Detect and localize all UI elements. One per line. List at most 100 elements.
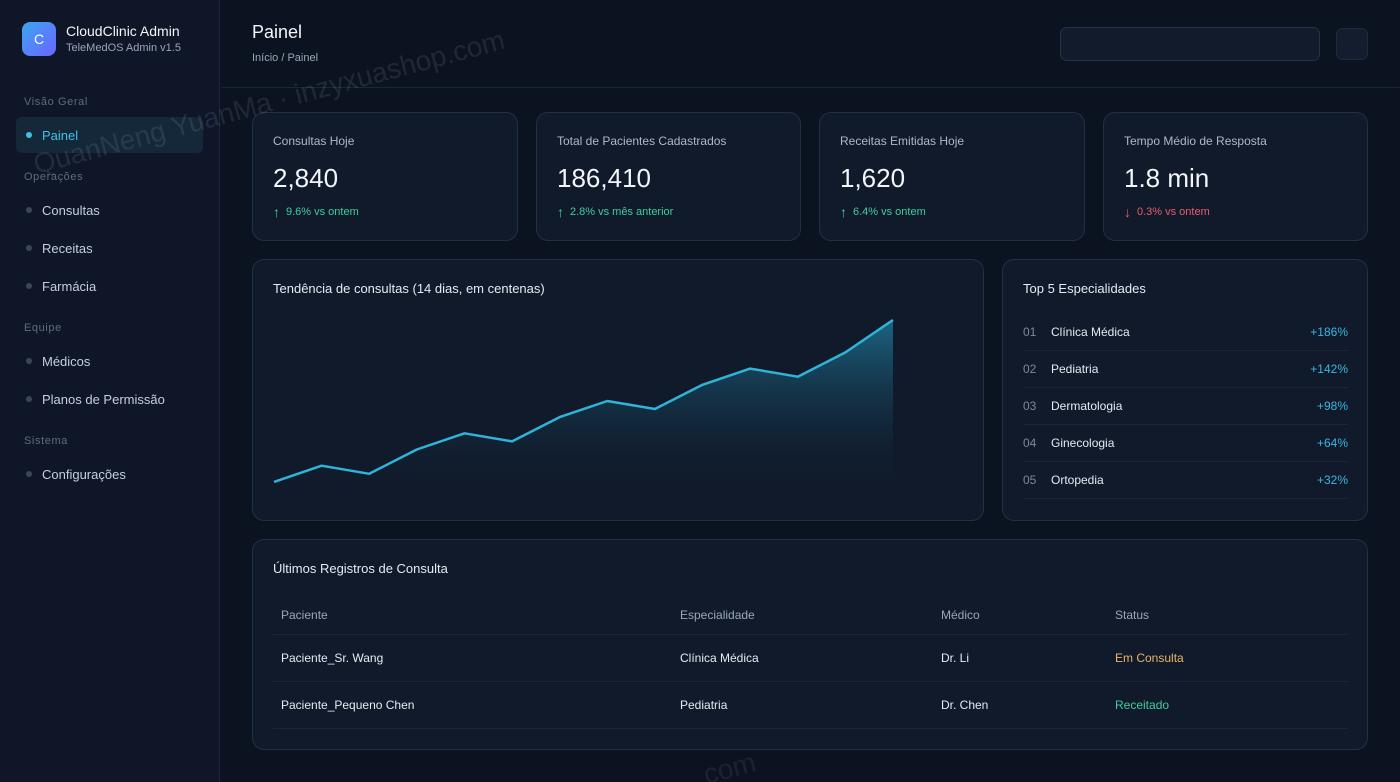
specialty-growth: +142% [1310,362,1348,376]
cell-patient: Paciente_Pequeno Chen [281,698,415,712]
sidebar-item-label: Planos de Permissão [42,391,165,407]
stat-card-consultas-hoje: Consultas Hoje 2,840 ↑ 9.6% vs ontem [252,112,518,241]
watermark-bottom: com [700,746,760,782]
cell-specialty: Pediatria [680,698,728,712]
stat-delta: ↓ 0.3% vs ontem [1124,204,1210,220]
specialty-row[interactable]: 04 Ginecologia +64% [1023,425,1348,462]
nav-section-equipe: Equipe [24,322,62,334]
cell-specialty: Clínica Médica [680,651,759,665]
stat-value: 2,840 [273,163,339,193]
brand-logo: C [22,22,56,56]
stat-delta: ↑ 6.4% vs ontem [840,204,926,220]
nav-dot-icon [26,358,32,364]
stat-card-tempo-resposta: Tempo Médio de Resposta 1.8 min ↓ 0.3% v… [1103,112,1368,241]
stat-value: 186,410 [557,163,651,193]
stat-label: Consultas Hoje [273,134,355,148]
stat-value: 1,620 [840,163,906,193]
stat-delta: ↑ 9.6% vs ontem [273,204,359,220]
table-header: Paciente Especialidade Médico Status [273,595,1347,635]
sidebar-item-label: Médicos [42,353,91,369]
sidebar: C CloudClinic Admin TeleMedOS Admin v1.5… [0,0,220,782]
sidebar-item-consultas[interactable]: Consultas [16,192,203,228]
specialty-rank: 04 [1023,436,1037,450]
column-header-medico[interactable]: Médico [941,607,980,622]
nav-dot-icon [26,245,32,251]
trend-area [274,320,893,490]
stat-card-receitas-hoje: Receitas Emitidas Hoje 1,620 ↑ 6.4% vs o… [819,112,1085,241]
records-title: Últimos Registros de Consulta [273,561,448,576]
stat-value: 1.8 min [1124,163,1210,193]
sidebar-item-configuracoes[interactable]: Configurações [16,456,203,492]
trend-line [273,318,894,484]
column-header-status[interactable]: Status [1115,607,1150,622]
specialty-name: Ortopedia [1051,473,1104,487]
specialty-growth: +32% [1316,473,1348,487]
nav-dot-icon [26,396,32,402]
header: Painel Início / Painel [221,0,1400,88]
top-specialties-title: Top 5 Especialidades [1023,281,1146,296]
arrow-up-icon: ↑ [557,204,564,220]
specialty-growth: +98% [1316,399,1348,413]
specialty-row[interactable]: 05 Ortopedia +32% [1023,462,1348,499]
stat-label: Tempo Médio de Resposta [1124,134,1267,148]
nav-section-visao-geral: Visão Geral [24,96,88,108]
records-card: Últimos Registros de Consulta Paciente E… [252,539,1368,750]
sidebar-item-label: Painel [42,127,79,143]
trend-chart [273,318,894,490]
sidebar-item-label: Receitas [42,240,93,256]
stat-delta-text: 0.3% vs ontem [1137,206,1210,218]
nav-dot-icon [26,132,32,138]
stat-delta-text: 6.4% vs ontem [853,206,926,218]
brand-title: CloudClinic Admin [66,23,180,39]
sidebar-item-planos-permissao[interactable]: Planos de Permissão [16,381,203,417]
specialty-growth: +186% [1310,325,1348,339]
specialty-rank: 03 [1023,399,1037,413]
specialty-row[interactable]: 01 Clínica Médica +186% [1023,314,1348,351]
specialty-name: Pediatria [1051,362,1099,376]
arrow-down-icon: ↓ [1124,204,1131,220]
header-action-button[interactable] [1336,28,1368,60]
sidebar-item-label: Configurações [42,466,126,482]
top-specialties-card: Top 5 Especialidades 01 Clínica Médica +… [1002,259,1368,521]
cell-patient: Paciente_Sr. Wang [281,651,384,665]
brand[interactable]: C CloudClinic Admin TeleMedOS Admin v1.5 [22,22,181,56]
specialty-rank: 02 [1023,362,1037,376]
specialty-growth: +64% [1316,436,1348,450]
sidebar-item-label: Consultas [42,202,100,218]
sidebar-item-receitas[interactable]: Receitas [16,230,203,266]
nav-section-operacoes: Operações [24,171,84,183]
nav-dot-icon [26,207,32,213]
stat-delta: ↑ 2.8% vs mês anterior [557,204,673,220]
sidebar-item-medicos[interactable]: Médicos [16,343,203,379]
table-row[interactable]: Paciente_Sr. Wang Clínica Médica Dr. Li … [273,635,1347,682]
nav-dot-icon [26,471,32,477]
breadcrumb[interactable]: Início / Painel [252,52,319,64]
specialty-rank: 05 [1023,473,1037,487]
status-badge: Receitado [1115,698,1170,712]
specialty-name: Clínica Médica [1051,325,1130,339]
cell-doctor: Dr. Li [941,651,970,665]
specialty-rank: 01 [1023,325,1037,339]
stat-delta-text: 9.6% vs ontem [286,206,359,218]
sidebar-item-farmacia[interactable]: Farmácia [16,268,203,304]
stat-delta-text: 2.8% vs mês anterior [570,206,674,218]
specialty-row[interactable]: 03 Dermatologia +98% [1023,388,1348,425]
stat-label: Total de Pacientes Cadastrados [557,134,727,148]
nav-dot-icon [26,283,32,289]
stat-card-total-pacientes: Total de Pacientes Cadastrados 186,410 ↑… [536,112,801,241]
column-header-especialidade[interactable]: Especialidade [680,607,755,622]
sidebar-item-painel[interactable]: Painel [16,117,203,153]
trend-chart-card: Tendência de consultas (14 dias, em cent… [252,259,984,521]
cell-doctor: Dr. Chen [941,698,989,712]
arrow-up-icon: ↑ [273,204,280,220]
column-header-paciente[interactable]: Paciente [281,607,328,622]
chart-title: Tendência de consultas (14 dias, em cent… [273,281,545,296]
table-row[interactable]: Paciente_Pequeno Chen Pediatria Dr. Chen… [273,682,1347,729]
specialty-name: Dermatologia [1051,399,1123,413]
specialty-row[interactable]: 02 Pediatria +142% [1023,351,1348,388]
arrow-up-icon: ↑ [840,204,847,220]
search-input[interactable] [1060,27,1320,61]
page-title: Painel [252,22,303,42]
status-badge: Em Consulta [1115,651,1184,665]
stat-label: Receitas Emitidas Hoje [840,134,965,148]
